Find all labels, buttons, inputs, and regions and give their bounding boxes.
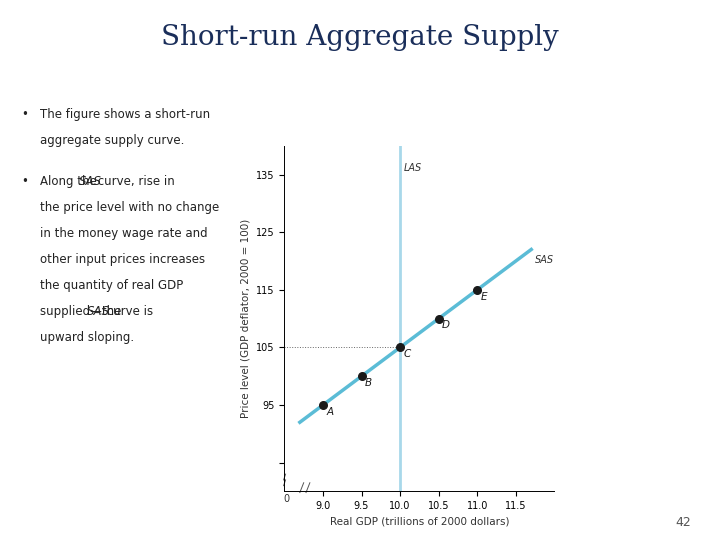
Text: curve is: curve is <box>103 305 153 318</box>
Point <box>395 343 406 352</box>
Text: aggregate supply curve.: aggregate supply curve. <box>40 134 184 147</box>
Text: supplied—the: supplied—the <box>40 305 125 318</box>
Text: SAS: SAS <box>87 305 110 318</box>
Point <box>472 286 483 294</box>
Text: 0: 0 <box>283 494 289 504</box>
Text: C: C <box>403 349 410 359</box>
Text: •: • <box>22 108 29 121</box>
Text: the quantity of real GDP: the quantity of real GDP <box>40 279 183 292</box>
Point <box>433 314 444 323</box>
Text: curve, rise in: curve, rise in <box>94 176 175 188</box>
Text: 42: 42 <box>675 516 691 529</box>
Text: LAS: LAS <box>404 163 422 173</box>
Text: upward sloping.: upward sloping. <box>40 331 134 344</box>
Text: A: A <box>326 407 333 417</box>
Text: Short-run Aggregate Supply: Short-run Aggregate Supply <box>161 24 559 51</box>
Y-axis label: Price level (GDP deflator, 2000 = 100): Price level (GDP deflator, 2000 = 100) <box>240 219 251 418</box>
Text: Along the: Along the <box>40 176 100 188</box>
X-axis label: Real GDP (trillions of 2000 dollars): Real GDP (trillions of 2000 dollars) <box>330 517 509 526</box>
Text: E: E <box>480 292 487 301</box>
Text: SAS: SAS <box>78 176 102 188</box>
Text: •: • <box>22 176 29 188</box>
Text: B: B <box>364 378 372 388</box>
Text: D: D <box>442 320 450 330</box>
Text: the price level with no change: the price level with no change <box>40 201 219 214</box>
Text: The figure shows a short-run: The figure shows a short-run <box>40 108 210 121</box>
Text: in the money wage rate and: in the money wage rate and <box>40 227 207 240</box>
Point <box>318 401 329 409</box>
Point <box>356 372 367 381</box>
Text: other input prices increases: other input prices increases <box>40 253 204 266</box>
Text: SAS: SAS <box>535 255 554 265</box>
